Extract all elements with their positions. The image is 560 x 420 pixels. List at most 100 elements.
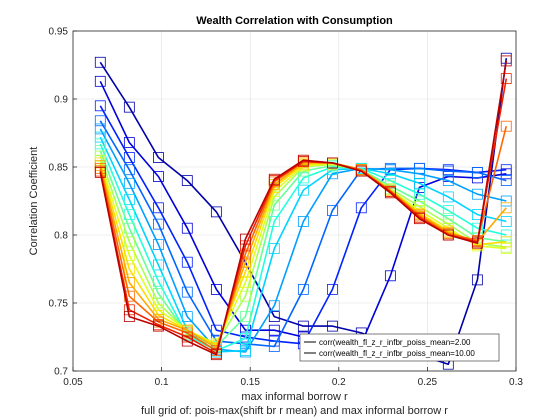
data-point [210, 206, 222, 218]
data-point [153, 171, 164, 182]
x-tick-label: 0.15 [240, 377, 260, 388]
data-point [471, 237, 483, 249]
data-point [210, 324, 222, 336]
data-point [94, 100, 106, 112]
data-point [500, 215, 512, 227]
data-point [471, 188, 483, 200]
data-point [268, 341, 280, 352]
legend-entry-2: corr(wealth_fl_z_r_infbr_poiss_mean=10.0… [319, 349, 475, 358]
data-point [123, 290, 135, 302]
data-point [442, 205, 454, 216]
data-point [94, 145, 106, 157]
data-point [268, 324, 280, 336]
data-point [240, 311, 251, 323]
data-point [297, 320, 309, 332]
legend: corr(wealth_fl_z_r_infbr_poiss_mean=2.00… [299, 333, 500, 362]
data-point [123, 194, 135, 206]
data-point [297, 215, 309, 227]
data-point [123, 164, 135, 176]
series-layer [94, 52, 512, 370]
data-point [500, 236, 512, 248]
data-point [414, 177, 425, 189]
data-point [471, 274, 483, 286]
x-axis-sublabel: full grid of: pois-max(shift br r mean) … [141, 405, 448, 417]
data-point [94, 56, 106, 68]
series-line [99, 143, 507, 352]
data-point [327, 320, 338, 332]
data-point [94, 167, 106, 178]
data-point [210, 283, 222, 295]
data-point [500, 229, 512, 241]
data-point [123, 137, 135, 148]
series-line [99, 136, 507, 353]
legend-entry-1: corr(wealth_fl_z_r_infbr_poiss_mean=2.00 [319, 338, 471, 347]
y-tick-label: 0.95 [49, 27, 69, 38]
data-point [240, 345, 251, 357]
data-point [500, 243, 512, 255]
data-point [94, 75, 106, 87]
data-point [297, 154, 309, 166]
data-point [123, 263, 135, 275]
data-point [414, 213, 425, 225]
data-point [327, 205, 338, 216]
x-tick-label: 0.05 [63, 377, 83, 388]
data-point [181, 311, 193, 323]
data-point [355, 165, 367, 177]
data-point [153, 239, 164, 250]
series-line [99, 155, 507, 345]
data-point [153, 320, 164, 332]
data-point [297, 283, 309, 295]
data-point [327, 283, 338, 295]
data-point [471, 167, 483, 178]
data-point [297, 184, 309, 196]
data-point [210, 349, 222, 361]
series-5 [94, 123, 512, 358]
series-line [99, 128, 507, 353]
series-line [99, 162, 507, 347]
data-point [153, 202, 164, 214]
data-point [500, 164, 512, 176]
series-line [99, 150, 507, 348]
data-point [240, 233, 251, 245]
series-line [99, 159, 507, 345]
data-point [268, 300, 280, 312]
data-point [355, 202, 367, 214]
x-tick-label: 0.25 [418, 377, 438, 388]
data-point [153, 297, 164, 309]
y-axis-label: Correlation Coefficient [28, 147, 40, 256]
data-point [442, 165, 454, 177]
y-tick-label: 0.7 [54, 367, 68, 378]
data-point [384, 187, 396, 199]
data-point [94, 131, 106, 143]
data-point [384, 168, 396, 180]
legend-box [299, 333, 500, 362]
data-point [153, 218, 164, 230]
data-point [240, 248, 251, 260]
data-point [268, 173, 280, 185]
data-point [123, 249, 135, 261]
data-point [240, 290, 251, 302]
data-point [268, 311, 280, 323]
data-point [181, 256, 193, 268]
data-point [500, 120, 512, 132]
data-point [181, 286, 193, 298]
data-point [268, 243, 280, 255]
data-point [442, 175, 454, 187]
data-point [123, 101, 135, 113]
y-tick-label: 0.9 [54, 95, 68, 106]
x-tick-label: 0.2 [332, 377, 346, 388]
data-point [153, 152, 164, 163]
series-line [99, 120, 507, 348]
data-point [153, 259, 164, 271]
data-point [123, 177, 135, 189]
x-axis-label: max informal borrow r [241, 391, 348, 403]
y-tick-label: 0.75 [49, 299, 69, 310]
data-point [94, 138, 106, 150]
data-point [94, 123, 106, 135]
x-tick-label: 0.3 [509, 377, 523, 388]
series-line [99, 162, 507, 349]
axes-frame [72, 30, 517, 372]
data-point [500, 195, 512, 207]
data-point [123, 311, 135, 323]
